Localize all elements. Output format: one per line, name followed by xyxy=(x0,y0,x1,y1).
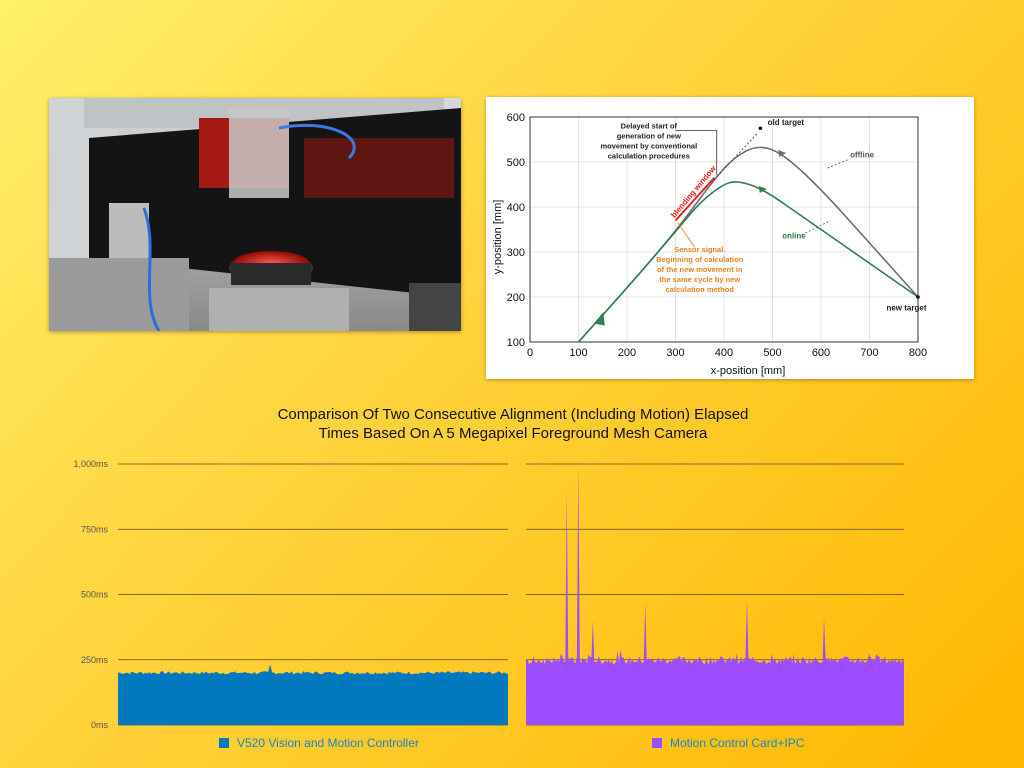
trajectory-y-ticks: 100 200 300 400 500 600 xyxy=(507,112,525,349)
trajectory-y-tick-label: 400 xyxy=(507,202,525,214)
trajectory-y-tick-label: 600 xyxy=(507,112,525,124)
comparison-title-line1: Comparison Of Two Consecutive Alignment … xyxy=(277,406,749,423)
trajectory-arrow-offline xyxy=(778,150,787,157)
trajectory-x-tick-label: 400 xyxy=(715,347,733,359)
online-label: online xyxy=(782,232,806,241)
delayed-start-note: Delayed start of xyxy=(621,122,678,131)
new-target-point xyxy=(916,295,920,299)
elapsed-y-tick-label: 1,000ms xyxy=(73,459,108,469)
trajectory-y-tick-label: 100 xyxy=(507,337,525,349)
legend-label-v520: V520 Vision and Motion Controller xyxy=(237,736,419,750)
elapsed-y-tick-label: 0ms xyxy=(91,720,109,730)
trajectory-x-tick-label: 600 xyxy=(812,347,830,359)
series-area-v520 xyxy=(118,664,508,725)
trajectory-y-axis-label: y-position [mm] xyxy=(492,200,504,275)
elapsed-time-y-ticks: 0ms 250ms 500ms 750ms 1,000ms xyxy=(73,459,108,730)
legend-item-motion-card: Motion Control Card+IPC xyxy=(652,736,804,750)
sensor-signal-note: the same cycle by new xyxy=(659,275,740,284)
trajectory-x-tick-label: 800 xyxy=(909,347,927,359)
series-area-motion-card xyxy=(526,465,904,725)
blending-window-line xyxy=(674,177,716,222)
delayed-start-note: calculation procedures xyxy=(608,152,690,161)
trajectory-y-tick-label: 200 xyxy=(507,292,525,304)
sensor-signal-note: of the new movement in xyxy=(657,265,743,274)
trajectory-y-tick-label: 300 xyxy=(507,247,525,259)
delayed-start-note: movement by conventional xyxy=(600,142,697,151)
legend-item-v520: V520 Vision and Motion Controller xyxy=(219,736,419,750)
trajectory-plot: 0 100 200 300 400 500 600 700 800 100 200 300 400 50… xyxy=(486,97,974,379)
trajectory-x-ticks: 0 100 200 300 400 500 600 700 800 xyxy=(527,347,927,359)
elapsed-y-tick-label: 500ms xyxy=(81,590,109,600)
trajectory-line-online xyxy=(577,181,919,343)
old-target-point xyxy=(758,126,763,131)
machine-photo xyxy=(49,98,461,331)
elapsed-time-chart: 0ms 250ms 500ms 750ms 1,000ms xyxy=(60,452,930,752)
elapsed-y-tick-label: 250ms xyxy=(81,655,109,665)
sensor-signal-note: Beginning of calculation xyxy=(656,255,744,264)
offline-label: offline xyxy=(850,151,875,160)
delayed-start-leader xyxy=(675,130,718,176)
trajectory-x-tick-label: 0 xyxy=(527,347,533,359)
trajectory-arrow-online xyxy=(758,186,767,193)
trajectory-x-tick-label: 300 xyxy=(666,347,684,359)
comparison-title-line2: Times Based On A 5 Megapixel Foreground … xyxy=(318,425,708,442)
trajectory-line-offline xyxy=(577,146,919,343)
trajectory-y-tick-label: 500 xyxy=(507,157,525,169)
delayed-start-note: generation of new xyxy=(617,132,681,141)
old-target-label: old target xyxy=(768,118,805,127)
sensor-signal-note: calculation method xyxy=(666,285,735,294)
new-target-label: new target xyxy=(886,304,926,313)
sensor-signal-leader xyxy=(677,222,696,248)
legend-label-motion-card: Motion Control Card+IPC xyxy=(670,736,805,750)
offline-leader xyxy=(825,159,848,170)
elapsed-y-tick-label: 750ms xyxy=(81,524,109,534)
trajectory-x-tick-label: 500 xyxy=(763,347,781,359)
legend-swatch-blue xyxy=(219,738,229,748)
online-leader xyxy=(801,220,831,236)
trajectory-x-tick-label: 200 xyxy=(618,347,636,359)
trajectory-x-tick-label: 700 xyxy=(860,347,878,359)
legend-swatch-purple xyxy=(652,738,662,748)
comparison-title: Comparison Of Two Consecutive Alignment … xyxy=(200,405,826,443)
sensor-signal-note: Sensor signal. xyxy=(674,245,725,254)
trajectory-x-axis-label: x-position [mm] xyxy=(711,365,786,377)
trajectory-series xyxy=(577,126,920,343)
trajectory-grid xyxy=(529,116,919,343)
elapsed-time-series xyxy=(118,465,904,725)
trajectory-old-target-extension xyxy=(711,131,759,183)
trajectory-start-arrow xyxy=(593,312,605,326)
trajectory-x-tick-label: 100 xyxy=(569,347,587,359)
trajectory-frame xyxy=(529,116,919,343)
